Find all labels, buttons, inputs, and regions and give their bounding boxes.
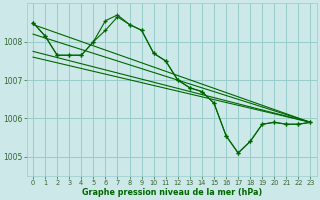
X-axis label: Graphe pression niveau de la mer (hPa): Graphe pression niveau de la mer (hPa) [82, 188, 262, 197]
